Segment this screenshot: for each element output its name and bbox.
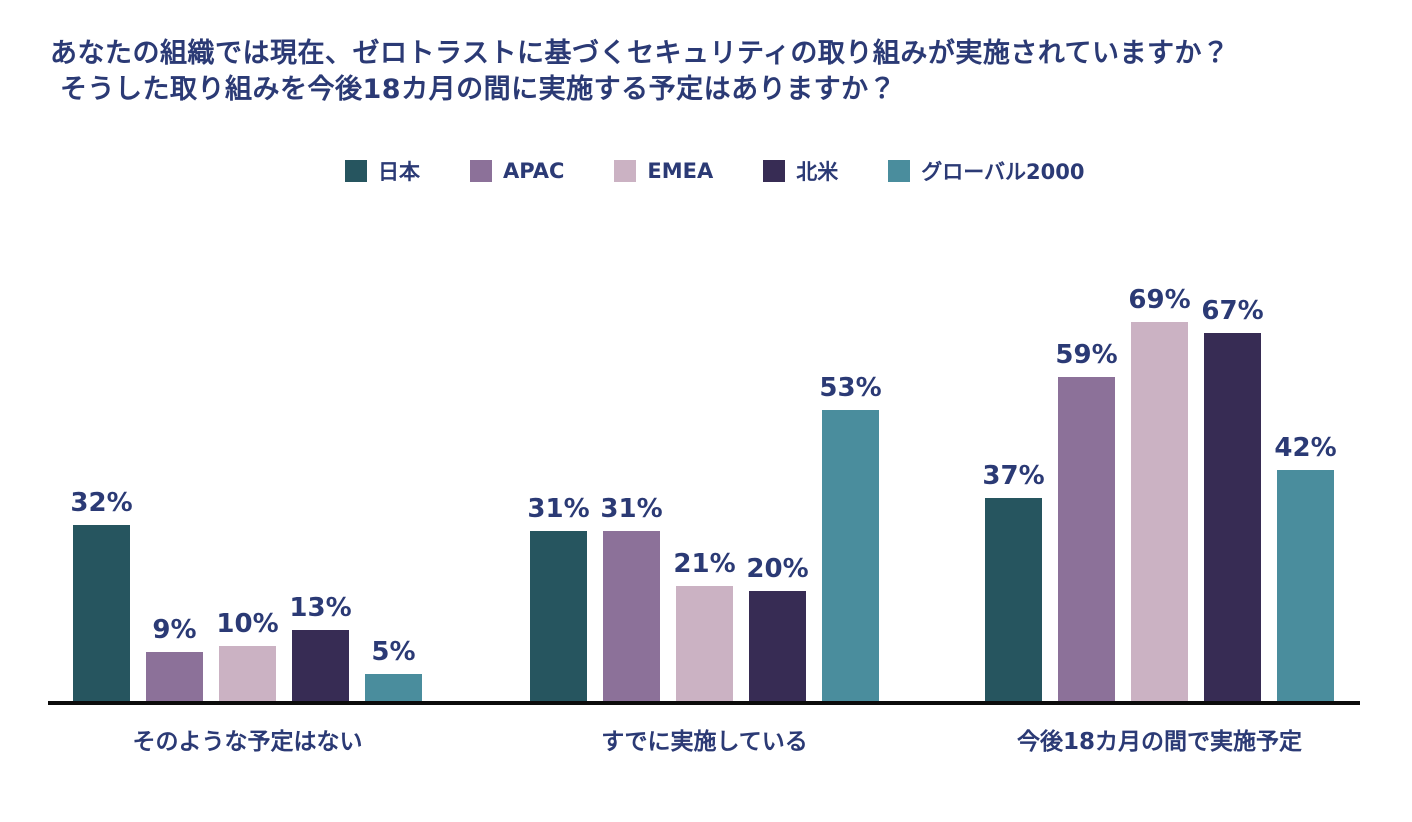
- category-label: そのような予定はない: [132, 729, 363, 755]
- bar-APAC-2: 59%: [1055, 340, 1118, 701]
- bar-value-label: 10%: [216, 609, 279, 639]
- bar-日本-0: 32%: [70, 488, 133, 701]
- legend-swatch-icon: [763, 160, 786, 182]
- bar-value-label: 21%: [673, 548, 736, 579]
- bar-value-label: 42%: [1274, 433, 1337, 463]
- category-label: すでに実施している: [601, 729, 808, 755]
- bar-value-label: 37%: [982, 460, 1045, 491]
- bar-EMEA-1: 21%: [673, 549, 736, 701]
- bar-value-label: 13%: [289, 592, 352, 623]
- bar-value-label: 32%: [70, 488, 133, 518]
- bar-北米-2: 67%: [1201, 296, 1264, 701]
- bar-日本-1: 31%: [527, 494, 590, 701]
- legend-item: グローバル2000: [888, 156, 1084, 186]
- legend-item: APAC: [470, 159, 564, 183]
- legend-label: EMEA: [647, 159, 714, 183]
- bar-group: 31% 31% 21% 20% 53%: [527, 373, 882, 701]
- bar-value-label: 67%: [1201, 295, 1264, 326]
- legend-label: グローバル2000: [921, 160, 1085, 184]
- x-axis-line: [48, 701, 1360, 705]
- legend-label: APAC: [503, 159, 565, 183]
- bar-北米-0: 13%: [289, 593, 352, 701]
- bar-グローバル2000-2: 42%: [1274, 433, 1337, 701]
- chart-title-line1: あなたの組織では現在、ゼロトラストに基づくセキュリティの取り組みが実施されていま…: [50, 38, 1230, 69]
- bar-グローバル2000-0: 5%: [365, 637, 422, 701]
- bar-value-label: 31%: [527, 493, 590, 524]
- bar-EMEA-0: 10%: [216, 609, 279, 701]
- bar-value-label: 59%: [1055, 339, 1118, 370]
- bar-value-label: 20%: [746, 554, 809, 584]
- legend-swatch-icon: [470, 160, 492, 182]
- legend-swatch-icon: [345, 160, 367, 182]
- bar-value-label: 9%: [152, 614, 197, 645]
- bar-group: 37% 59% 69% 67% 42%: [982, 285, 1337, 701]
- bar-EMEA-2: 69%: [1128, 285, 1191, 701]
- bar-日本-2: 37%: [982, 461, 1045, 701]
- chart-title-line2: そうした取り組みを今後18カ月の間に実施する予定はありますか？: [60, 73, 897, 105]
- bar-value-label: 53%: [819, 372, 882, 403]
- bar-APAC-0: 9%: [146, 615, 203, 701]
- category-label: 今後18カ月の間で実施予定: [1016, 729, 1303, 755]
- legend-swatch-icon: [614, 160, 637, 182]
- bar-group: 32% 9% 10% 13% 5%: [70, 488, 422, 701]
- legend: 日本 APAC EMEA 北米 グローバル2000: [345, 156, 1084, 186]
- bar-北米-1: 20%: [746, 554, 809, 701]
- legend-item: EMEA: [614, 159, 713, 183]
- bar-value-label: 69%: [1128, 284, 1191, 315]
- bar-value-label: 31%: [600, 493, 663, 524]
- legend-swatch-icon: [888, 160, 911, 182]
- legend-item: 北米: [763, 156, 838, 186]
- chart-title: あなたの組織では現在、ゼロトラストに基づくセキュリティの取り組みが実施されていま…: [50, 36, 1230, 107]
- bar-APAC-1: 31%: [600, 494, 663, 701]
- legend-label: 日本: [378, 160, 420, 184]
- bar-value-label: 5%: [371, 636, 416, 667]
- legend-item: 日本: [345, 156, 420, 186]
- bar-グローバル2000-1: 53%: [819, 373, 882, 701]
- legend-label: 北米: [796, 160, 839, 184]
